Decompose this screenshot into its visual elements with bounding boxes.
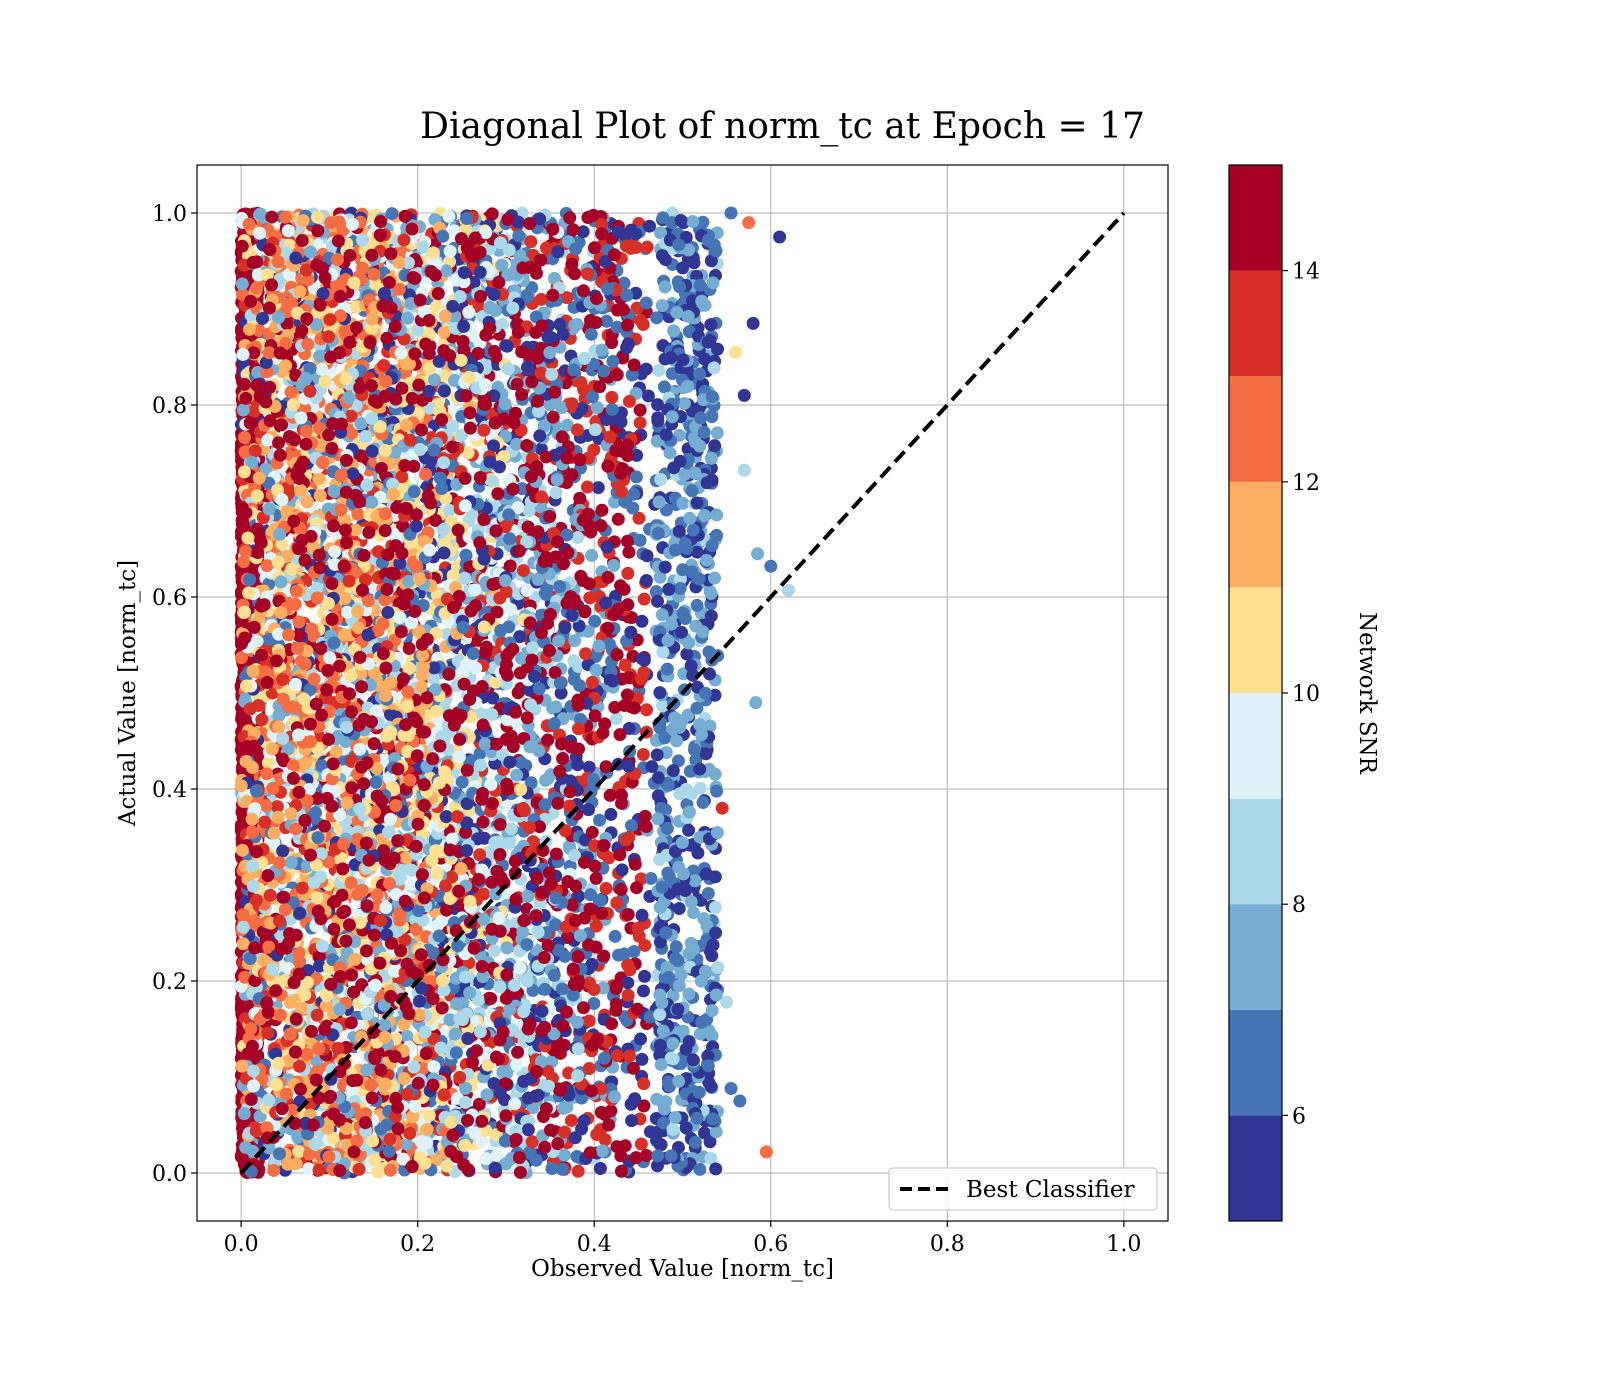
data-point (680, 647, 694, 661)
data-point (554, 686, 568, 700)
data-point (637, 1099, 651, 1113)
data-point (671, 754, 685, 768)
data-point (265, 686, 279, 700)
data-point (259, 462, 273, 476)
data-point (252, 324, 266, 338)
data-point (704, 1151, 718, 1165)
data-point (571, 1164, 585, 1178)
data-point (632, 511, 646, 525)
data-point (708, 900, 722, 914)
data-point (564, 1113, 578, 1127)
data-point (686, 906, 700, 920)
data-point (608, 929, 622, 943)
data-point (511, 686, 525, 700)
data-point (591, 481, 605, 495)
data-point (621, 988, 635, 1002)
scatter-layer (234, 206, 795, 1180)
data-point (400, 1029, 414, 1043)
scatter-points (234, 206, 795, 1180)
data-point (621, 976, 635, 990)
data-point (487, 944, 501, 958)
data-point (573, 491, 587, 505)
data-point (635, 614, 649, 628)
data-point (538, 773, 552, 787)
data-point (547, 968, 561, 982)
data-point (486, 691, 500, 705)
data-point (636, 748, 650, 762)
data-point (587, 997, 601, 1011)
data-point (237, 555, 251, 569)
data-point (588, 614, 602, 628)
data-point (261, 756, 275, 770)
data-point (611, 512, 625, 526)
data-point (593, 1161, 607, 1175)
chart-title: Diagonal Plot of norm_tc at Epoch = 17 (420, 106, 1145, 147)
